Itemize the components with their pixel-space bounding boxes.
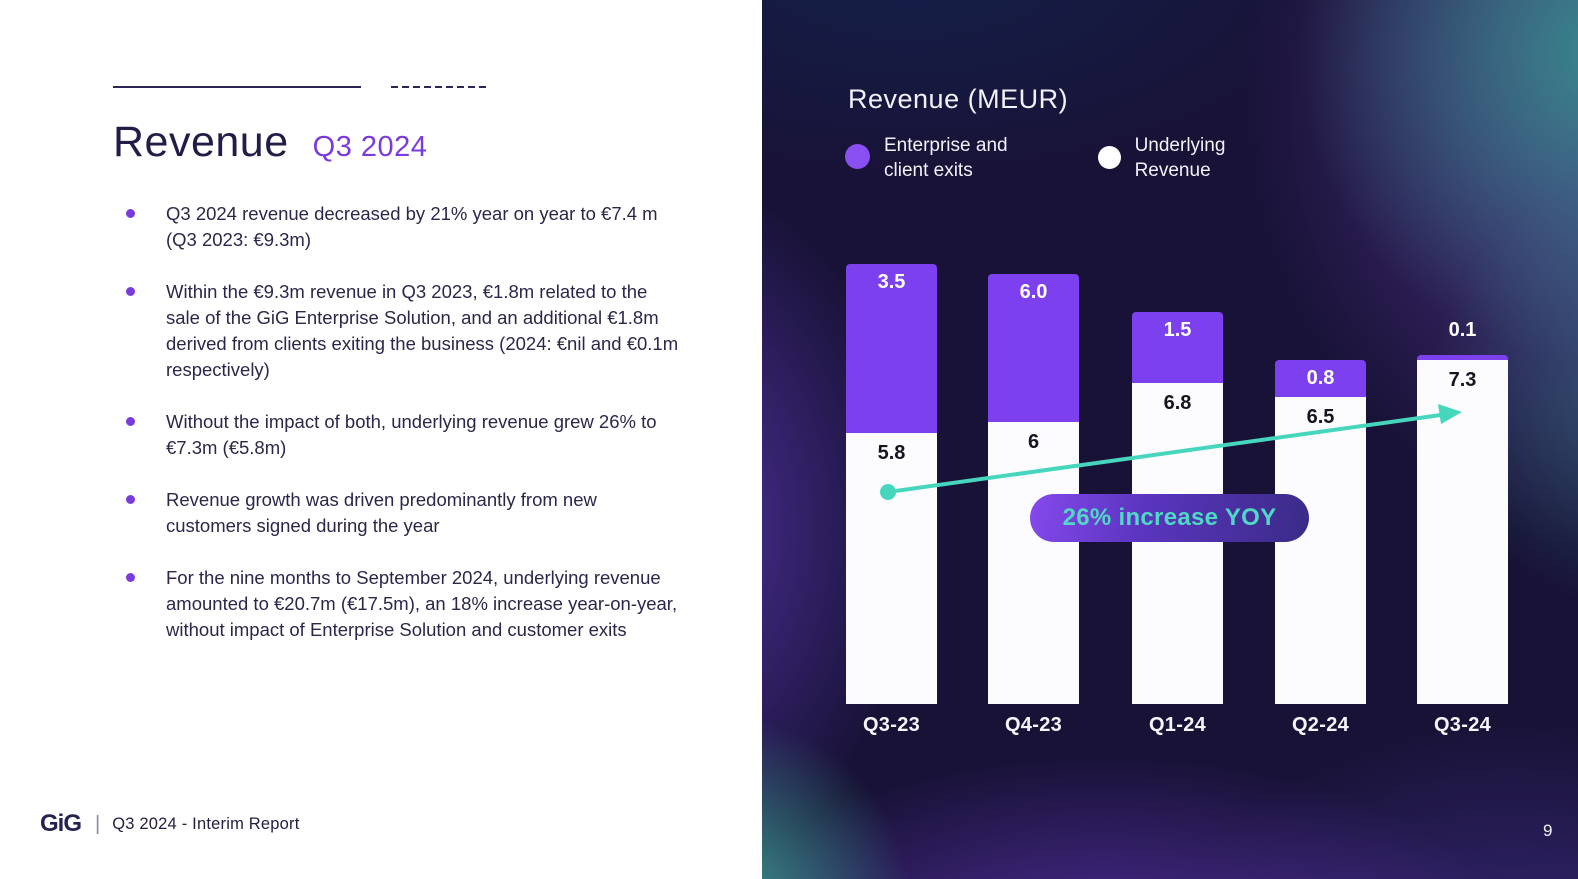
category-label-Q1-24: Q1-24 bbox=[1148, 714, 1207, 736]
chart-panel: Revenue (MEUR) Enterprise and client exi… bbox=[762, 0, 1578, 879]
yoy-increase-badge: 26% increase YOY bbox=[1030, 494, 1309, 542]
bar-segment-underlying-Q3-23 bbox=[846, 433, 937, 704]
category-label-Q2-24: Q2-24 bbox=[1291, 714, 1350, 736]
decorative-dashed-line bbox=[391, 86, 487, 88]
bullet-item: Within the €9.3m revenue in Q3 2023, €1.… bbox=[126, 279, 686, 383]
footer-separator: | bbox=[95, 812, 101, 835]
bullet-item: For the nine months to September 2024, u… bbox=[126, 565, 686, 643]
bar-segment-underlying-Q4-23 bbox=[988, 422, 1079, 704]
bar-segment-exits-Q1-24 bbox=[1132, 312, 1223, 383]
page-title-period: Q3 2024 bbox=[312, 131, 428, 163]
yoy-increase-label: 26% increase YOY bbox=[1062, 504, 1277, 531]
footer-report-title: Q3 2024 - Interim Report bbox=[112, 814, 300, 833]
bar-segment-exits-Q3-23 bbox=[846, 264, 937, 433]
page-number: 9 bbox=[1543, 821, 1553, 840]
legend-swatch-purple bbox=[845, 144, 870, 169]
bar-value-exits-Q4-23: 6.0 bbox=[1019, 281, 1048, 303]
legend-label: Enterprise and client exits bbox=[884, 135, 1008, 181]
decorative-solid-line bbox=[113, 86, 361, 88]
legend-swatch-white bbox=[1097, 146, 1121, 169]
bar-value-underlying-Q4-23: 6 bbox=[1027, 431, 1040, 453]
footer: GiG | Q3 2024 - Interim Report bbox=[40, 810, 300, 838]
page-title: Revenue Q3 2024 bbox=[113, 118, 427, 167]
bar-value-exits-Q3-24: 0.1 bbox=[1448, 319, 1477, 341]
bar-segment-exits-Q2-24 bbox=[1275, 360, 1366, 397]
chart-legend: Enterprise and client exits Underlying R… bbox=[845, 133, 1225, 183]
bar-value-underlying-Q3-23: 5.8 bbox=[877, 442, 906, 464]
category-label-Q3-23: Q3-23 bbox=[862, 714, 921, 736]
bar-segment-underlying-Q1-24 bbox=[1132, 383, 1223, 704]
page-title-main: Revenue bbox=[113, 118, 289, 166]
chart-title: Revenue (MEUR) bbox=[848, 84, 1069, 114]
bullet-list: Q3 2024 revenue decreased by 21% year on… bbox=[126, 201, 686, 669]
bar-segment-underlying-Q3-24 bbox=[1417, 360, 1508, 704]
bullet-item: Q3 2024 revenue decreased by 21% year on… bbox=[126, 201, 686, 253]
bar-value-underlying-Q2-24: 6.5 bbox=[1306, 406, 1335, 428]
bar-segment-underlying-Q2-24 bbox=[1275, 397, 1366, 704]
bullet-item: Revenue growth was driven predominantly … bbox=[126, 487, 686, 539]
bar-segment-exits-Q4-23 bbox=[988, 274, 1079, 422]
bar-value-exits-Q1-24: 1.5 bbox=[1163, 319, 1192, 341]
left-panel: Revenue Q3 2024 Q3 2024 revenue decreased… bbox=[0, 0, 762, 879]
bar-value-exits-Q2-24: 0.8 bbox=[1306, 367, 1335, 389]
bar-value-exits-Q3-23: 3.5 bbox=[877, 271, 906, 293]
bar-segment-exits-Q3-24 bbox=[1417, 355, 1508, 360]
bar-chart: 3.5 5.8 Q3-23 6.0 6 Q4-23 1.5 6.8 Q1-24 0.8 6.5 Q2-… bbox=[762, 0, 1578, 879]
category-label-Q4-23: Q4-23 bbox=[1004, 714, 1063, 736]
gig-logo: GiG bbox=[40, 810, 82, 837]
legend-label: Underlying Revenue bbox=[1134, 135, 1226, 181]
legend-item-enterprise-exits: Enterprise and client exits bbox=[845, 133, 1008, 183]
bar-value-underlying-Q1-24: 6.8 bbox=[1163, 392, 1192, 414]
legend-item-underlying-revenue: Underlying Revenue bbox=[1097, 133, 1226, 183]
category-label-Q3-24: Q3-24 bbox=[1433, 714, 1492, 736]
bar-value-underlying-Q3-24: 7.3 bbox=[1448, 369, 1477, 391]
bullet-item: Without the impact of both, underlying r… bbox=[126, 409, 686, 461]
